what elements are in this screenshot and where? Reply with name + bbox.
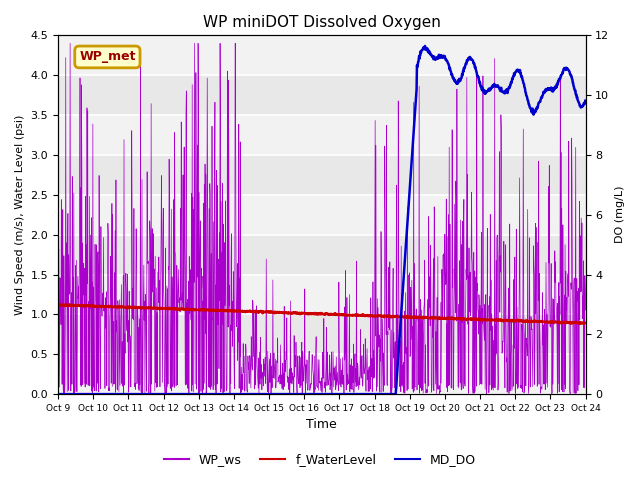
X-axis label: Time: Time <box>307 419 337 432</box>
Bar <box>58 354 586 394</box>
Bar <box>58 115 586 155</box>
Bar <box>58 195 586 235</box>
Text: WP_met: WP_met <box>79 50 136 63</box>
Bar <box>58 275 586 314</box>
Legend: WP_ws, f_WaterLevel, MD_DO: WP_ws, f_WaterLevel, MD_DO <box>159 448 481 471</box>
Y-axis label: Wind Speed (m/s), Water Level (psi): Wind Speed (m/s), Water Level (psi) <box>15 115 25 315</box>
Y-axis label: DO (mg/L): DO (mg/L) <box>615 186 625 243</box>
Title: WP miniDOT Dissolved Oxygen: WP miniDOT Dissolved Oxygen <box>203 15 441 30</box>
Bar <box>58 36 586 75</box>
